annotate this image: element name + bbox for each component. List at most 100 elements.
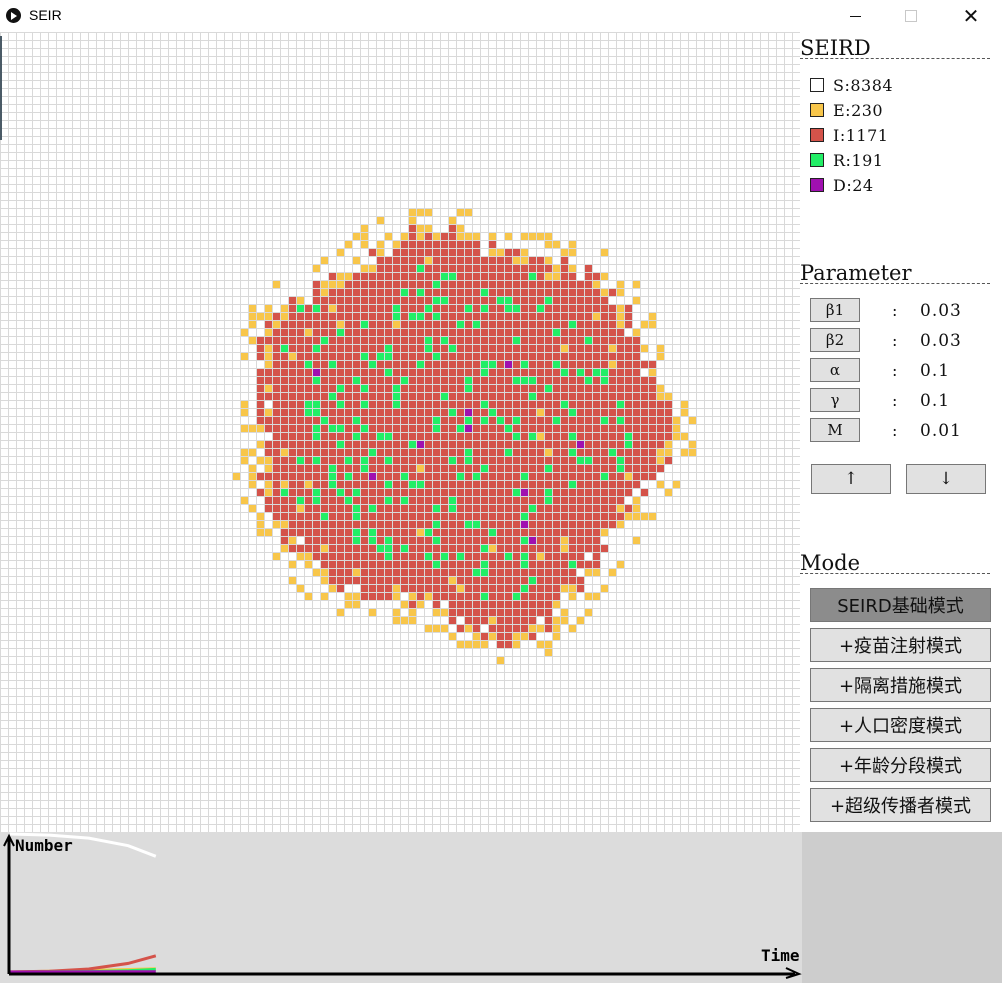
grid-cell (489, 465, 496, 472)
param-row-m: M : 0.01 (810, 418, 990, 442)
grid-cell (593, 553, 600, 560)
grid-cell (545, 321, 552, 328)
grid-cell (425, 505, 432, 512)
grid-cell (369, 393, 376, 400)
grid-cell (577, 313, 584, 320)
grid-cell (353, 233, 360, 240)
grid-cell (377, 497, 384, 504)
mode-button-isolation[interactable]: +隔离措施模式 (810, 668, 991, 702)
grid-cell (497, 257, 504, 264)
grid-cell (433, 585, 440, 592)
grid-cell (601, 449, 608, 456)
grid-cell (625, 465, 632, 472)
grid-cell (529, 553, 536, 560)
grid-cell (481, 489, 488, 496)
grid-cell (489, 537, 496, 544)
grid-cell (521, 393, 528, 400)
grid-cell (425, 393, 432, 400)
simulation-grid[interactable] (0, 32, 800, 832)
grid-cell (265, 449, 272, 456)
param-button-beta2[interactable]: β2 (810, 328, 860, 352)
decrease-param-button[interactable]: ↓ (906, 464, 986, 494)
grid-cell (513, 321, 520, 328)
grid-cell (545, 417, 552, 424)
grid-cell (609, 425, 616, 432)
mode-button-seird-basic[interactable]: SEIRD基础模式 (810, 588, 991, 622)
grid-cell (457, 529, 464, 536)
grid-cell (657, 385, 664, 392)
grid-cell (577, 441, 584, 448)
mode-button-age[interactable]: +年龄分段模式 (810, 748, 991, 782)
grid-cell (353, 441, 360, 448)
grid-cell (281, 329, 288, 336)
grid-cell (305, 369, 312, 376)
grid-cell (345, 529, 352, 536)
grid-cell (545, 497, 552, 504)
param-button-alpha[interactable]: α (810, 358, 860, 382)
maximize-button[interactable] (888, 0, 934, 32)
grid-cell (537, 521, 544, 528)
grid-cell (313, 481, 320, 488)
grid-cell (305, 313, 312, 320)
param-colon: : (892, 421, 898, 440)
param-button-gamma[interactable]: γ (810, 388, 860, 412)
param-button-beta1[interactable]: β1 (810, 298, 860, 322)
grid-cell (593, 537, 600, 544)
grid-cell (521, 297, 528, 304)
grid-cell (545, 401, 552, 408)
grid-cell (505, 473, 512, 480)
grid-cell (417, 457, 424, 464)
grid-cell (545, 441, 552, 448)
mode-button-density[interactable]: +人口密度模式 (810, 708, 991, 742)
grid-cell (489, 241, 496, 248)
grid-cell (601, 457, 608, 464)
grid-cell (465, 345, 472, 352)
grid-cell (393, 353, 400, 360)
grid-cell (441, 457, 448, 464)
grid-cell (649, 513, 656, 520)
minimize-button[interactable] (832, 0, 878, 32)
grid-cell (361, 465, 368, 472)
grid-cell (457, 313, 464, 320)
grid-cell (401, 265, 408, 272)
grid-cell (321, 257, 328, 264)
grid-cell (289, 425, 296, 432)
grid-cell (633, 377, 640, 384)
grid-cell (345, 537, 352, 544)
grid-cell (529, 401, 536, 408)
param-colon: : (892, 391, 898, 410)
legend-item-r: R:191 (810, 151, 883, 170)
mode-button-vaccine[interactable]: +疫苗注射模式 (810, 628, 991, 662)
grid-cell (633, 457, 640, 464)
grid-cell (353, 321, 360, 328)
grid-cell (481, 425, 488, 432)
param-button-m[interactable]: M (810, 418, 860, 442)
grid-cell (257, 345, 264, 352)
param-colon: : (892, 301, 898, 320)
mode-button-superspreader[interactable]: +超级传播者模式 (810, 788, 991, 822)
grid-cell (345, 377, 352, 384)
grid-cell (513, 601, 520, 608)
grid-cell (417, 481, 424, 488)
increase-param-button[interactable]: ↑ (811, 464, 891, 494)
grid-cell (441, 385, 448, 392)
close-button[interactable]: ✕ (948, 0, 994, 32)
grid-cell (497, 457, 504, 464)
grid-cell (609, 329, 616, 336)
grid-cell (393, 401, 400, 408)
grid-cell (361, 441, 368, 448)
grid-cell (617, 561, 624, 568)
grid-cell (593, 489, 600, 496)
grid-cell (497, 337, 504, 344)
grid-cell (521, 529, 528, 536)
y-axis-arrow-icon (3, 833, 15, 847)
grid-cell (369, 289, 376, 296)
grid-cell (393, 305, 400, 312)
grid-cell (521, 249, 528, 256)
grid-cell (433, 321, 440, 328)
grid-cell (657, 433, 664, 440)
grid-cell (353, 313, 360, 320)
grid-cell (273, 369, 280, 376)
grid-cell (529, 433, 536, 440)
grid-cell (545, 585, 552, 592)
